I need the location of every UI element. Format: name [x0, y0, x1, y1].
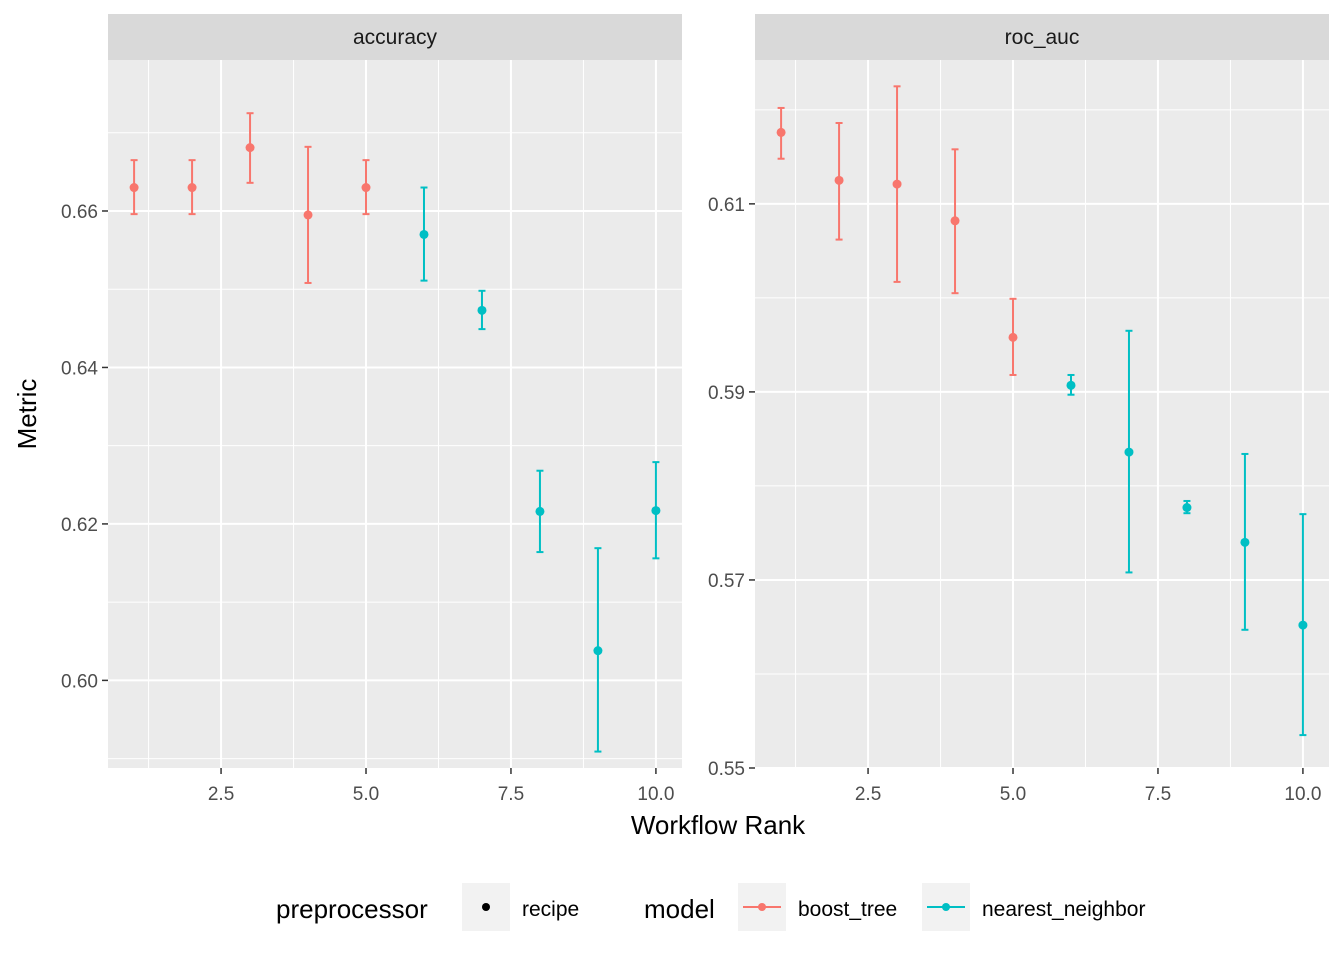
- y-tick-label: 0.64: [61, 358, 98, 379]
- marks-roc-auc: [776, 85, 1308, 737]
- legend-point-nearest-neighbor: [942, 903, 950, 911]
- legend: preprocessor recipe model boost_tree nea…: [276, 883, 1145, 931]
- facet-accuracy: accuracy 0.60 0.62 0.64 0.66 2.5 5.0 7.5 10.0: [61, 14, 682, 805]
- data-point-boost_tree: [129, 159, 139, 216]
- legend-title-model: model: [644, 894, 715, 924]
- point-marker: [361, 183, 371, 193]
- point-marker: [1298, 620, 1308, 630]
- data-point-boost_tree: [187, 159, 197, 216]
- point-marker: [245, 143, 255, 153]
- legend-label-recipe: recipe: [522, 898, 579, 921]
- data-point-nearest_neighbor: [535, 469, 545, 554]
- point-marker: [651, 506, 661, 516]
- x-tick-label: 2.5: [855, 784, 881, 805]
- strip-label-accuracy: accuracy: [353, 26, 438, 49]
- y-tick-label: 0.55: [708, 759, 745, 780]
- y-axis-accuracy: 0.60 0.62 0.64 0.66: [61, 202, 108, 692]
- x-axis-roc-auc: 2.5 5.0 7.5 10.0: [855, 768, 1321, 805]
- legend-label-boost-tree: boost_tree: [798, 898, 897, 921]
- data-point-nearest_neighbor: [1124, 329, 1134, 574]
- point-marker: [303, 210, 313, 220]
- x-tick-label: 7.5: [1145, 784, 1171, 805]
- y-tick-label: 0.61: [708, 195, 745, 216]
- data-point-nearest_neighbor: [1066, 373, 1076, 396]
- data-point-boost_tree: [303, 145, 313, 284]
- grid-roc-auc: [755, 60, 1329, 769]
- y-tick-label: 0.60: [61, 671, 98, 692]
- point-marker: [834, 175, 844, 185]
- data-point-nearest_neighbor: [1182, 499, 1192, 515]
- grid-accuracy: [108, 60, 682, 768]
- point-marker: [1182, 503, 1192, 513]
- point-marker: [129, 183, 139, 193]
- point-marker: [950, 216, 960, 226]
- point-marker: [419, 229, 429, 239]
- point-marker: [892, 179, 902, 189]
- x-tick-label: 10.0: [1284, 784, 1321, 805]
- data-point-boost_tree: [834, 121, 844, 241]
- strip-roc-auc: [755, 14, 1329, 60]
- point-marker: [1008, 332, 1018, 342]
- y-tick-label: 0.66: [61, 202, 98, 223]
- data-point-nearest_neighbor: [477, 289, 487, 331]
- data-point-nearest_neighbor: [1240, 452, 1250, 631]
- point-marker: [1124, 447, 1134, 457]
- strip-accuracy: [108, 14, 682, 60]
- data-point-nearest_neighbor: [419, 186, 429, 282]
- strip-label-roc-auc: roc_auc: [1005, 26, 1080, 49]
- point-marker: [593, 646, 603, 656]
- data-point-boost_tree: [776, 106, 786, 160]
- legend-title-preprocessor: preprocessor: [276, 894, 428, 924]
- x-tick-label: 7.5: [498, 784, 524, 805]
- point-marker: [1066, 380, 1076, 390]
- x-tick-label: 5.0: [1000, 784, 1026, 805]
- data-point-boost_tree: [1008, 297, 1018, 376]
- point-marker: [535, 506, 545, 516]
- marks-accuracy: [129, 112, 661, 753]
- data-point-nearest_neighbor: [1298, 513, 1308, 737]
- y-axis-title: Metric: [12, 379, 42, 450]
- data-point-boost_tree: [950, 148, 960, 295]
- y-tick-label: 0.59: [708, 383, 745, 404]
- legend-label-nearest-neighbor: nearest_neighbor: [982, 898, 1145, 921]
- panel-accuracy: [108, 60, 682, 768]
- x-tick-label: 2.5: [208, 784, 234, 805]
- point-marker: [1240, 537, 1250, 547]
- x-axis-title: Workflow Rank: [631, 810, 806, 840]
- y-axis-roc-auc: 0.55 0.57 0.59 0.61: [708, 195, 755, 780]
- legend-point-boost-tree: [758, 903, 766, 911]
- data-point-boost_tree: [245, 112, 255, 184]
- x-tick-label: 10.0: [637, 784, 674, 805]
- point-marker: [187, 183, 197, 193]
- facet-roc-auc: roc_auc 0.55 0.57 0.59 0.61 2.5 5.0 7.5 10.0: [708, 14, 1329, 805]
- data-point-boost_tree: [892, 85, 902, 283]
- y-tick-label: 0.62: [61, 515, 98, 536]
- data-point-boost_tree: [361, 159, 371, 216]
- y-tick-label: 0.57: [708, 571, 745, 592]
- data-point-nearest_neighbor: [651, 461, 661, 560]
- data-point-nearest_neighbor: [593, 547, 603, 753]
- legend-point-recipe: [482, 903, 490, 911]
- x-axis-accuracy: 2.5 5.0 7.5 10.0: [208, 768, 674, 805]
- point-marker: [776, 127, 786, 137]
- x-tick-label: 5.0: [353, 784, 379, 805]
- point-marker: [477, 305, 487, 315]
- panel-roc-auc: [755, 60, 1329, 768]
